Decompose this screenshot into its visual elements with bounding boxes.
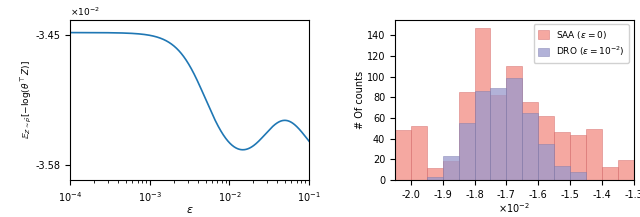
Y-axis label: # Of counts: # Of counts [355, 71, 365, 129]
Bar [522, 102, 538, 180]
Bar [459, 92, 474, 180]
Bar [427, 168, 443, 180]
Bar [395, 130, 411, 180]
Bar [522, 113, 538, 180]
Bar [490, 88, 506, 180]
Bar [459, 123, 474, 180]
X-axis label: $\times10^{-2}$: $\times10^{-2}$ [499, 201, 531, 215]
X-axis label: $\varepsilon$: $\varepsilon$ [186, 205, 193, 215]
Bar [570, 172, 586, 180]
Bar [506, 66, 522, 180]
Bar [443, 161, 459, 180]
Bar [538, 144, 554, 180]
Bar [618, 160, 634, 180]
Bar [538, 116, 554, 180]
Bar [490, 95, 506, 180]
Bar [586, 129, 602, 180]
Bar [474, 91, 490, 180]
Bar [570, 135, 586, 180]
Text: $\times10^{-2}$: $\times10^{-2}$ [70, 5, 100, 18]
Bar [602, 167, 618, 180]
Bar [427, 177, 443, 180]
Bar [411, 126, 427, 180]
Bar [506, 77, 522, 180]
Bar [474, 28, 490, 180]
Legend: SAA ($\varepsilon = 0$), DRO ($\varepsilon = 10^{-2}$): SAA ($\varepsilon = 0$), DRO ($\varepsil… [534, 24, 629, 63]
Bar [443, 156, 459, 180]
Y-axis label: $\mathbb{E}_{Z\sim\hat{p}}[-\log(\theta^\top Z)]$: $\mathbb{E}_{Z\sim\hat{p}}[-\log(\theta^… [20, 60, 35, 140]
Bar [554, 166, 570, 180]
Bar [554, 132, 570, 180]
